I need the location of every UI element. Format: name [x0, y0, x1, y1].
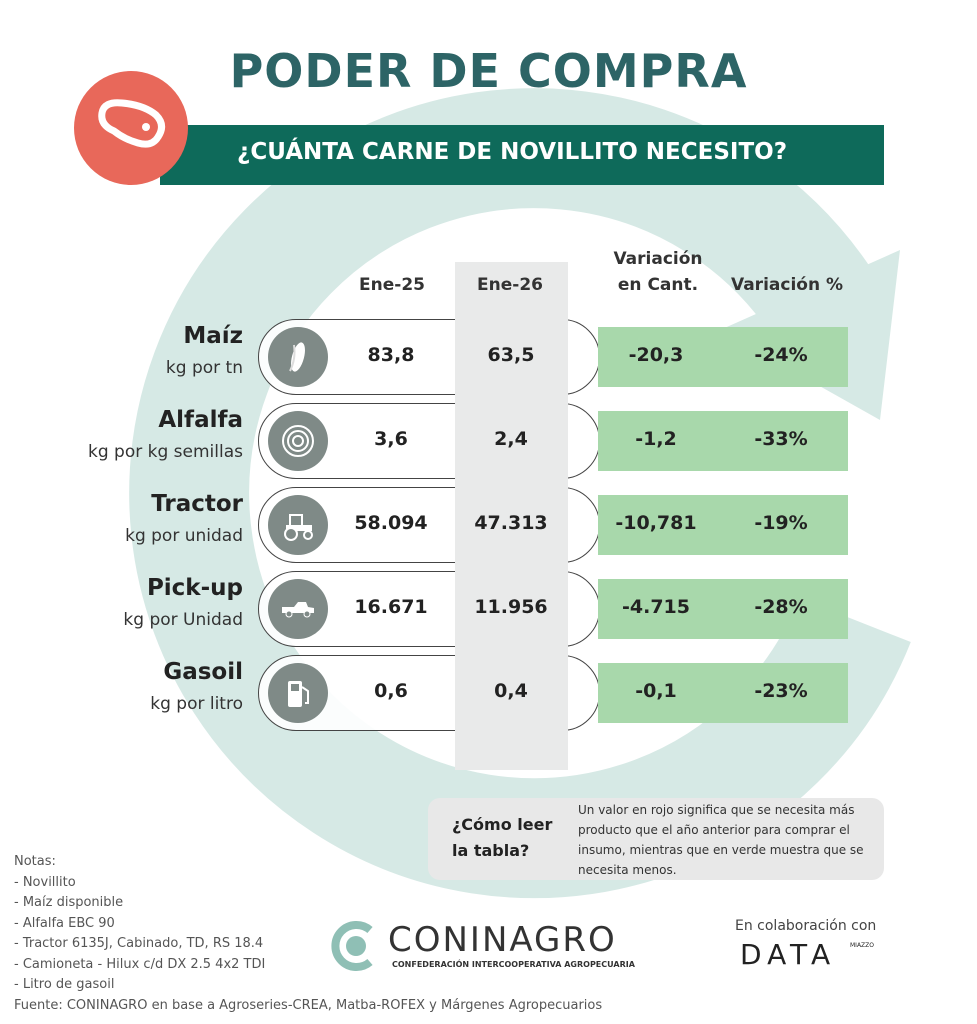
variation-band	[598, 411, 848, 471]
value-var-cant: -0,1	[635, 680, 677, 702]
value-var-pct: -24%	[754, 344, 808, 366]
row-unit: kg por litro	[150, 694, 243, 714]
data-logo-sup: MIAZZO	[850, 942, 874, 949]
subtitle: ¿CUÁNTA CARNE DE NOVILLITO NECESITO?	[237, 139, 788, 165]
header-ene26: Ene-26	[477, 275, 543, 295]
corn-icon	[268, 327, 328, 387]
tractor-icon	[268, 495, 328, 555]
highlight-cell	[455, 402, 568, 479]
value-var-cant: -4.715	[622, 596, 690, 618]
value-var-cant: -1,2	[635, 428, 677, 450]
variation-band	[598, 495, 848, 555]
header-var-cant-line2: en Cant.	[617, 275, 699, 295]
value-ene26: 47.313	[474, 512, 548, 534]
header-ene25: Ene-25	[359, 275, 425, 295]
notes: Notas: - Novillito - Maíz disponible - A…	[14, 852, 265, 996]
note: - Novillito	[14, 874, 76, 890]
value-var-pct: -23%	[754, 680, 808, 702]
header-var-cant: Variación en Cant.	[598, 246, 718, 298]
highlight-cell	[455, 654, 568, 731]
note: - Maíz disponible	[14, 895, 124, 910]
value-var-cant: -20,3	[628, 344, 684, 366]
row-unit: kg por kg semillas	[88, 442, 243, 462]
note: - Camioneta - Hilux c/d DX 2.5 4x2 TDI	[14, 956, 266, 972]
value-var-pct: -28%	[754, 596, 808, 618]
value-var-pct: -19%	[754, 512, 808, 534]
header-var-cant-line1: Variación	[613, 249, 703, 269]
meat-icon	[74, 71, 188, 185]
variation-band	[598, 663, 848, 723]
pickup-icon	[268, 579, 328, 639]
fuel-pump-icon	[268, 663, 328, 723]
row-name: Tractor	[151, 491, 243, 517]
value-var-pct: -33%	[754, 428, 808, 450]
value-ene25: 3,6	[374, 428, 408, 450]
page-title: PODER DE COMPRA	[229, 44, 748, 98]
collab-label: En colaboración con	[735, 918, 877, 934]
row-name: Maíz	[183, 323, 243, 349]
header-var-pct: Variación %	[730, 275, 844, 295]
value-var-cant: -10,781	[615, 512, 697, 534]
coninagro-tagline: Confederación Intercooperativa Agropecua…	[392, 960, 635, 969]
row-name: Pick-up	[146, 575, 243, 601]
value-ene26: 2,4	[494, 428, 528, 450]
how-to-read-title: ¿Cómo leer la tabla?	[452, 815, 553, 860]
value-ene26: 63,5	[487, 344, 535, 366]
note: - Alfalfa EBC 90	[14, 915, 115, 931]
value-ene26: 0,4	[494, 680, 528, 702]
source-note: Fuente: CONINAGRO en base a Agroseries-C…	[14, 998, 603, 1013]
highlight-cell	[455, 486, 568, 563]
row-unit: kg por tn	[165, 358, 243, 378]
value-ene25: 83,8	[367, 344, 415, 366]
coninagro-emblem-icon	[331, 921, 373, 971]
hay-bale-icon	[268, 411, 328, 471]
coninagro-logo: CONINAGRO Confederación Intercooperativa…	[330, 920, 660, 975]
subtitle-banner: ¿CUÁNTA CARNE DE NOVILLITO NECESITO?	[160, 125, 884, 185]
row-unit: kg por Unidad	[123, 610, 243, 630]
how-to-read-text: Un valor en rojo significa que se necesi…	[578, 803, 864, 877]
data-logo: DATA	[740, 938, 837, 971]
value-ene25: 58.094	[354, 512, 428, 534]
value-ene25: 0,6	[374, 680, 408, 702]
note: Notas:	[14, 854, 56, 869]
value-ene25: 16.671	[354, 596, 428, 618]
coninagro-name: CONINAGRO	[388, 920, 617, 960]
highlight-cell	[455, 318, 568, 395]
row-unit: kg por unidad	[125, 526, 243, 546]
how-to-read-box: ¿Cómo leer la tabla? Un valor en rojo si…	[428, 798, 884, 880]
variation-band	[598, 579, 848, 639]
highlight-cell	[455, 570, 568, 647]
note: - Tractor 6135J, Cabinado, TD, RS 18.4	[14, 936, 264, 951]
value-ene26: 11.956	[474, 596, 548, 618]
variation-band	[598, 327, 848, 387]
note: - Litro de gasoil	[14, 977, 115, 992]
row-name: Alfalfa	[158, 407, 243, 433]
row-name: Gasoil	[163, 659, 243, 685]
